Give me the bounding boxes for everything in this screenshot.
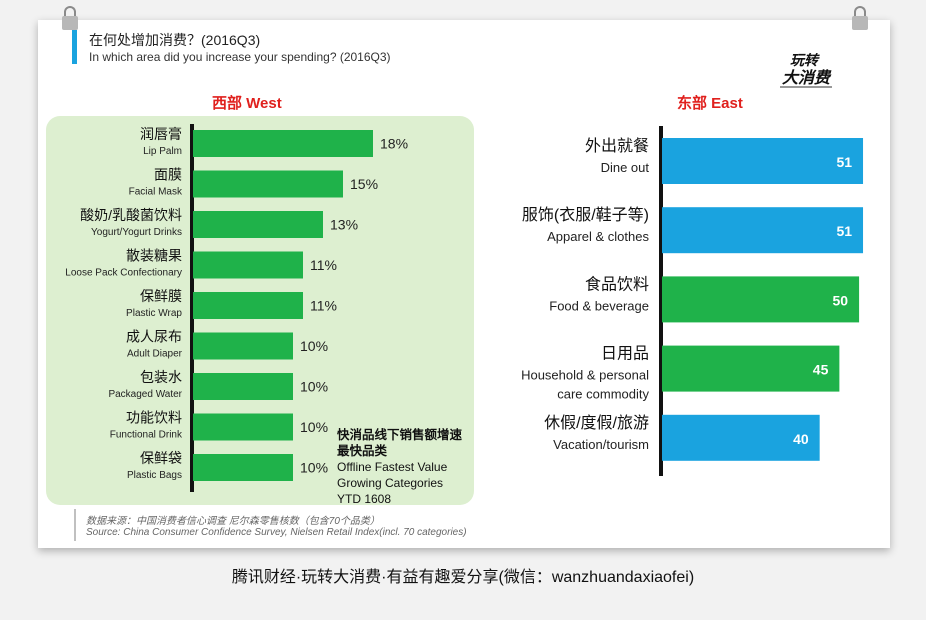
east-chart-title: 东部 East [677, 95, 743, 112]
west-annotation: 快消品线下销售额增速 最快品类 Offline Fastest Value Gr… [337, 427, 462, 507]
source-note-zh: 数据来源：中国消费者信心调查 尼尔森零售核数（包含70个品类） [86, 516, 380, 527]
source-note-en: Source: China Consumer Confidence Survey… [86, 527, 467, 538]
annotation-zh-line1: 快消品线下销售额增速 [337, 428, 463, 442]
logo-line1: 玩转 [790, 52, 820, 68]
annotation-en-line3: YTD 1608 [337, 492, 392, 506]
brand-logo: 玩转 大消费 [780, 52, 832, 88]
west-chart-title: 西部 West [212, 95, 282, 112]
chart-title-zh: 在何处增加消费？(2016Q3) [89, 32, 261, 48]
binder-clip-left-icon [62, 6, 78, 30]
title-accent-bar [72, 30, 77, 64]
source-divider [74, 509, 76, 541]
binder-clip-right-icon [852, 6, 868, 30]
annotation-en-line2: Growing Categories [337, 476, 444, 490]
annotation-en-line1: Offline Fastest Value [337, 460, 448, 474]
logo-line2: 大消费 [782, 69, 832, 87]
footer-caption: 腾讯财经·玩转大消费·有益有趣爱分享(微信：wanzhuandaxiaofei) [231, 569, 695, 586]
annotation-zh-line2: 最快品类 [337, 444, 388, 458]
chart-title-en: In which area did you increase your spen… [89, 50, 391, 64]
